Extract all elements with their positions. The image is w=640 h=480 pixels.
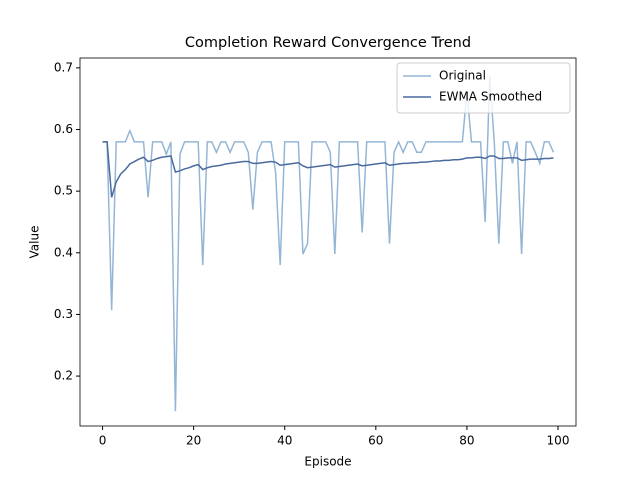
- x-tick-label: 80: [459, 434, 474, 448]
- legend-label: Original: [439, 69, 486, 83]
- y-tick-label: 0.5: [54, 184, 73, 198]
- x-tick-label: 100: [547, 434, 570, 448]
- legend-box: [396, 62, 571, 114]
- x-tick-label: 60: [368, 434, 383, 448]
- y-tick-label: 0.6: [54, 122, 73, 136]
- x-tick-label: 0: [99, 434, 107, 448]
- legend-label: EWMA Smoothed: [439, 90, 542, 104]
- y-tick-label: 0.4: [54, 245, 73, 259]
- x-axis-label: Episode: [304, 455, 351, 469]
- data-line: [102, 141, 554, 198]
- x-tick-label: 20: [186, 434, 201, 448]
- y-tick-label: 0.7: [54, 60, 73, 74]
- chart-title: Completion Reward Convergence Trend: [185, 35, 471, 51]
- x-tick-label: 40: [277, 434, 292, 448]
- y-axis-label: Value: [28, 226, 42, 259]
- y-tick-label: 0.3: [54, 307, 73, 321]
- plot-frame: [79, 57, 577, 427]
- y-tick-label: 0.2: [54, 369, 73, 383]
- data-line: [102, 75, 555, 412]
